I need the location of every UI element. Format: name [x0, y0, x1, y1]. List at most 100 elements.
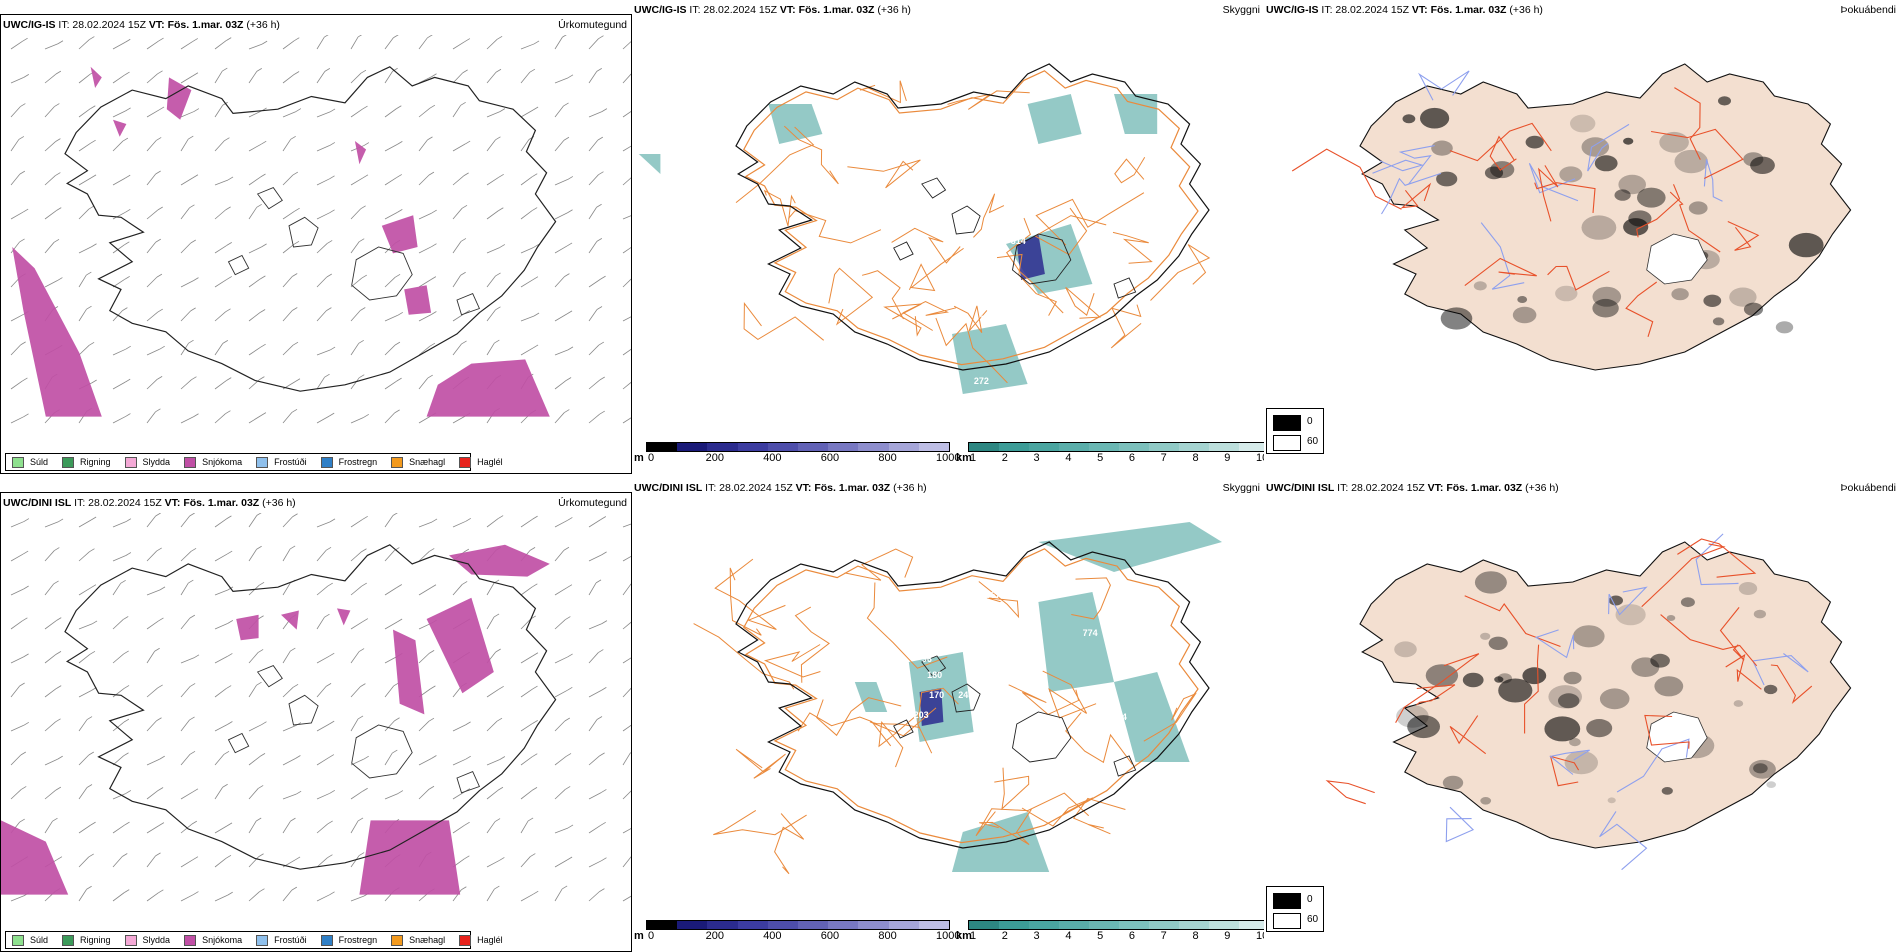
- road-line: [715, 559, 785, 629]
- wind-barb: [487, 109, 505, 117]
- wind-barb: [249, 244, 267, 253]
- vt-value: VT: Fös. 1.mar. 03Z: [149, 19, 244, 31]
- wind-barb: [589, 109, 607, 117]
- fog-index-area: [1681, 597, 1695, 607]
- wind-barb: [215, 340, 228, 355]
- wind-barb: [249, 753, 265, 765]
- road-line: [713, 810, 806, 834]
- wind-barb: [249, 276, 265, 287]
- colorbar-tick: 5: [1097, 930, 1103, 942]
- colorbar-tick: 7: [1161, 930, 1167, 942]
- wind-barb: [453, 722, 471, 731]
- legend-entry: Frostúði: [256, 457, 307, 468]
- wind-barb: [623, 823, 632, 833]
- wind-barb: [113, 651, 129, 663]
- wind-barb: [555, 176, 573, 185]
- colorbar-tick: 0: [648, 930, 654, 942]
- wind-barb: [487, 340, 499, 355]
- legend-entry: Frostregn: [321, 457, 378, 468]
- wind-barb: [147, 513, 161, 527]
- glacier-outline: [352, 247, 413, 300]
- fog-index-panel: UWC/IG-IS IT: 28.02.2024 15Z VT: Fös. 1.…: [1264, 0, 1900, 470]
- wind-barb: [453, 205, 467, 219]
- wind-barb: [623, 853, 632, 867]
- fog-index-area: [1489, 637, 1508, 650]
- wind-barb: [317, 176, 335, 185]
- snow-area: [113, 120, 126, 137]
- snow-area: [427, 359, 550, 416]
- wind-barb: [623, 312, 632, 321]
- wind-barb: [419, 210, 437, 219]
- fog-index-area: [1595, 155, 1618, 171]
- wind-barb: [419, 172, 434, 185]
- road-line: [1066, 287, 1100, 318]
- it-label: IT:: [702, 482, 719, 494]
- wind-barb: [419, 74, 437, 83]
- wind-barb: [215, 721, 232, 731]
- legend-entry: Slydda: [125, 457, 171, 468]
- wind-barb: [249, 413, 266, 423]
- wind-barb: [147, 618, 163, 629]
- wind-barb: [487, 718, 502, 731]
- wind-barb: [113, 822, 130, 833]
- wind-barb: [11, 38, 28, 49]
- wind-barb: [79, 306, 92, 321]
- wind-barb: [589, 789, 606, 799]
- colorbar-cell: [677, 443, 707, 451]
- wind-barb: [215, 892, 233, 901]
- wind-barb: [249, 546, 262, 561]
- wind-barb: [351, 788, 368, 799]
- wind-barb: [79, 206, 94, 219]
- wind-barb: [79, 37, 94, 49]
- wind-barb: [317, 892, 335, 901]
- visibility-value-label: 162: [997, 264, 1012, 274]
- wind-barb: [283, 273, 297, 287]
- wind-barb: [45, 651, 61, 663]
- legend-entry: Snæhagl: [391, 457, 445, 468]
- wind-barb: [521, 616, 536, 629]
- fog-index-area: [1498, 679, 1532, 703]
- glacier-outline: [258, 188, 283, 209]
- wind-barb: [181, 857, 198, 867]
- colorbar-tick: 3: [1034, 452, 1040, 464]
- legend-swatch: [256, 457, 268, 468]
- wind-barb: [181, 615, 195, 629]
- road-line: [948, 91, 1030, 110]
- wind-barb: [351, 35, 363, 49]
- wind-barb: [181, 73, 198, 83]
- panel-product-label: Þokuábendi: [1841, 482, 1896, 494]
- wind-barb: [79, 549, 94, 561]
- wind-barb: [317, 274, 332, 287]
- legend-entry: Snjókoma: [184, 935, 242, 946]
- fog-index-area: [1654, 676, 1683, 696]
- wind-barb: [419, 718, 434, 731]
- lead-time: (+36 h): [890, 482, 926, 494]
- wind-barb: [521, 174, 537, 185]
- wind-barb: [11, 136, 24, 151]
- wind-barb: [249, 889, 264, 901]
- wind-barb: [215, 68, 227, 83]
- wind-barb: [283, 409, 297, 423]
- wind-barb: [453, 341, 467, 355]
- wind-barb: [11, 786, 26, 799]
- wind-barb: [249, 722, 266, 731]
- it-label: IT:: [1334, 482, 1351, 494]
- wind-barb: [79, 342, 94, 355]
- wind-barb: [589, 411, 605, 423]
- road-line: [736, 749, 785, 778]
- wind-barb: [215, 411, 230, 423]
- wind-barb: [453, 518, 471, 527]
- legend-swatch: [184, 935, 196, 946]
- fog-index-area: [1776, 321, 1793, 333]
- wind-barb: [283, 109, 301, 117]
- wind-barb: [453, 70, 468, 83]
- wind-barb: [351, 340, 364, 355]
- wind-barb: [79, 886, 92, 901]
- colorbar-cell: [1089, 921, 1119, 929]
- it-value: 28.02.2024 15Z: [72, 19, 148, 31]
- wind-barb: [453, 581, 467, 595]
- wind-barb: [45, 756, 63, 765]
- fog-legend-swatch: [1273, 913, 1301, 929]
